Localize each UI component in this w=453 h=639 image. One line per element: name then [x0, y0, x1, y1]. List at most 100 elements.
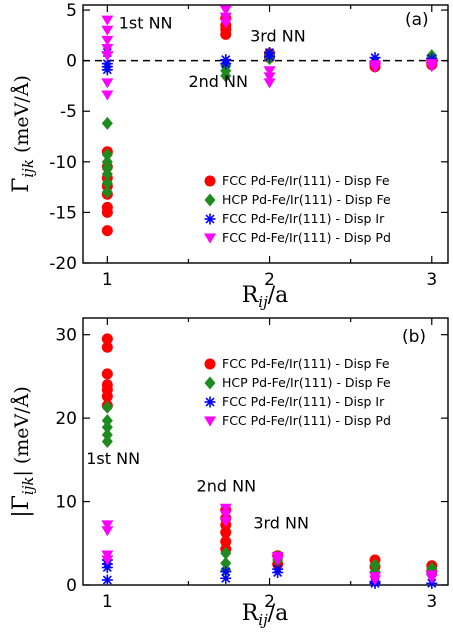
y-tick-label: -15: [49, 203, 77, 223]
legend: FCC Pd-Fe/Ir(111) - Disp Fe HCP Pd-Fe/Ir(…: [204, 356, 391, 428]
data-point-triangle-down: [101, 44, 114, 55]
data-point-triangle-down: [101, 51, 114, 62]
chart-panel-a: 1 2 3 5 0 -5 -10 -15 -20 (a) 1st NN 2nd NN 3rd NN FCC…: [9, 1, 449, 311]
legend-label: FCC Pd-Fe/Ir(111) - Disp Ir: [222, 394, 385, 409]
y-tick-label: 30: [55, 326, 77, 346]
nn-annotation: 2nd NN: [197, 477, 256, 496]
legend-marker-triangle-down: [204, 233, 216, 244]
plot-frame: [82, 4, 449, 264]
data-point-triangle-down: [369, 575, 381, 586]
y-tick-label: 0: [66, 52, 77, 72]
y-tick-label: -20: [49, 254, 77, 274]
y-tick-label: 10: [55, 493, 77, 513]
data-point-asterisk: [101, 574, 113, 586]
nn-annotation: 2nd NN: [188, 72, 248, 91]
y-axis-label: Γijk (meV/Å): [9, 75, 37, 193]
legend-marker-asterisk: [204, 213, 216, 225]
data-point-triangle-down: [219, 517, 232, 528]
data-point-triangle-down: [219, 510, 232, 521]
data-point-diamond: [101, 176, 113, 190]
data-point-diamond: [101, 148, 113, 162]
data-point-triangle-down: [101, 35, 114, 46]
data-point-asterisk: [272, 566, 284, 578]
x-tick-label: 1: [102, 270, 113, 290]
data-point-circle: [101, 390, 113, 402]
legend-label: FCC Pd-Fe/Ir(111) - Disp Fe: [222, 173, 390, 188]
legend-marker-circle: [204, 358, 216, 370]
data-point-triangle-down: [219, 18, 232, 29]
nn-annotation: 1st NN: [119, 13, 173, 32]
data-point-diamond: [101, 420, 113, 434]
data-point-asterisk: [264, 51, 276, 63]
data-point-asterisk: [101, 64, 113, 76]
nn-annotation: 3rd NN: [253, 513, 309, 532]
data-point-circle: [220, 526, 232, 538]
data-point-diamond: [101, 116, 113, 130]
legend-label: FCC Pd-Fe/Ir(111) - Disp Fe: [222, 356, 390, 371]
data-point-diamond: [101, 167, 113, 181]
data-point-diamond: [101, 400, 113, 414]
nn-annotation: 3rd NN: [250, 26, 306, 45]
legend-marker-diamond: [204, 376, 216, 390]
data-point-triangle-down: [271, 555, 284, 566]
data-point-diamond: [101, 434, 113, 448]
data-point-triangle-down: [263, 66, 276, 77]
data-point-circle: [101, 368, 113, 380]
data-point-diamond: [101, 428, 113, 442]
y-axis-label: |Γijk| (meV/Å): [9, 386, 37, 518]
x-tick-label: 2: [264, 270, 275, 290]
panel-label: (a): [405, 10, 429, 30]
data-point-triangle-down: [101, 90, 114, 101]
data-point-triangle-down: [219, 5, 232, 16]
legend-label: FCC Pd-Fe/Ir(111) - Disp Pd: [222, 230, 391, 245]
data-point-diamond: [220, 69, 232, 83]
y-tick-label: -10: [49, 153, 77, 173]
data-point-diamond: [220, 556, 232, 570]
data-point-triangle-down: [101, 550, 114, 561]
legend-marker-triangle-down: [204, 416, 216, 427]
data-point-triangle-down: [101, 78, 114, 89]
data-point-triangle-down: [369, 63, 381, 74]
data-point-triangle-down: [425, 62, 438, 73]
data-point-triangle-down: [101, 520, 114, 531]
data-point-circle: [101, 206, 113, 218]
data-point-diamond: [101, 185, 113, 199]
data-point-asterisk: [220, 58, 232, 70]
data-point-diamond: [101, 414, 113, 428]
data-point-triangle-down: [101, 15, 114, 26]
legend-label: HCP Pd-Fe/Ir(111) - Disp Fe: [222, 375, 391, 390]
panel-label: (b): [402, 327, 426, 347]
legend: FCC Pd-Fe/Ir(111) - Disp Fe HCP Pd-Fe/Ir(…: [204, 173, 391, 245]
data-point-circle: [101, 333, 113, 345]
data-point-triangle-down: [219, 503, 232, 514]
data-point-triangle-down: [101, 526, 114, 537]
data-point-triangle-down: [101, 555, 114, 566]
data-point-triangle-down: [263, 78, 276, 89]
x-tick-label: 3: [426, 270, 437, 290]
x-tick-label: 1: [102, 592, 113, 612]
x-tick-label: 3: [426, 592, 437, 612]
legend-marker-circle: [204, 175, 216, 187]
y-tick-label: -5: [60, 102, 77, 122]
data-point-diamond: [220, 546, 232, 560]
data-point-circle: [101, 341, 113, 353]
x-axis-label: Rij/a: [242, 283, 289, 311]
legend-label: FCC Pd-Fe/Ir(111) - Disp Ir: [222, 211, 385, 226]
data-point-triangle-down: [425, 573, 438, 584]
data-point-circle: [101, 225, 113, 237]
legend-label: HCP Pd-Fe/Ir(111) - Disp Fe: [222, 192, 391, 207]
legend-marker-asterisk: [204, 396, 216, 408]
y-tick-label: 20: [55, 409, 77, 429]
data-point-triangle-down: [219, 12, 232, 23]
data-point-asterisk: [220, 572, 232, 584]
legend-marker-diamond: [204, 193, 216, 207]
data-point-triangle-down: [263, 72, 276, 83]
x-tick-label: 2: [264, 592, 275, 612]
legend-label: FCC Pd-Fe/Ir(111) - Disp Pd: [222, 413, 391, 428]
y-tick-label: 5: [66, 1, 77, 21]
plot-frame: [82, 317, 449, 586]
nn-annotation: 1st NN: [86, 449, 140, 468]
data-point-triangle-down: [101, 25, 114, 36]
